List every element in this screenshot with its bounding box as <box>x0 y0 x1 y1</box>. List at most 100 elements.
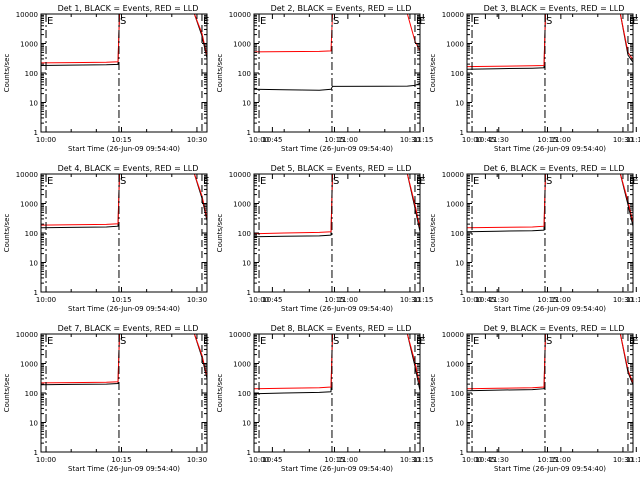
events-line <box>254 82 420 91</box>
events-line <box>467 174 633 233</box>
y-tick-label: 10 <box>242 100 251 108</box>
y-tick-label: 1 <box>247 289 251 297</box>
y-axis-label: Counts/sec <box>216 214 224 253</box>
x-tick-label: 11:15 <box>413 136 433 144</box>
x-tick-label: 10:00 <box>36 296 56 304</box>
y-tick-label: 1000 <box>20 201 38 209</box>
panel-det-7: Det 7, BLACK = Events, RED = LLD E S E E 1 10 1… <box>3 324 509 473</box>
plot-frame <box>40 173 208 293</box>
plot-frame <box>466 173 634 293</box>
x-axis-label: Start Time (26-Jun-09 09:54:40) <box>281 305 393 313</box>
marker-label: E <box>416 336 422 347</box>
x-tick-label: 11:00 <box>551 296 571 304</box>
x-tick-label: 11:15 <box>413 456 433 464</box>
y-tick-label: 10000 <box>229 331 251 339</box>
panel-title: Det 4, BLACK = Events, RED = LLD <box>58 164 199 173</box>
series-group <box>467 14 633 132</box>
x-tick-label: 10:30 <box>187 296 207 304</box>
y-tick-label: 1 <box>34 289 38 297</box>
y-tick-label: 10000 <box>442 171 464 179</box>
y-axis-label: Counts/sec <box>429 214 437 253</box>
x-axis-label: Start Time (26-Jun-09 09:54:40) <box>494 465 606 473</box>
events-line <box>254 174 420 238</box>
y-tick-label: 10 <box>242 420 251 428</box>
x-axis-label: Start Time (26-Jun-09 09:54:40) <box>68 305 180 313</box>
y-tick-label: 100 <box>451 70 464 78</box>
marker-label: E <box>629 336 635 347</box>
y-tick-label: 1000 <box>233 201 251 209</box>
events-line <box>41 174 207 229</box>
marker-label: S <box>546 16 552 27</box>
series-group <box>254 174 420 292</box>
y-tick-label: 1 <box>460 129 464 137</box>
panel-det-6: Det 6, BLACK = Events, RED = LLDESEE1101… <box>429 164 635 313</box>
y-tick-label: 1 <box>460 289 464 297</box>
x-tick-label: 10:30 <box>187 456 207 464</box>
lld-line <box>254 334 420 390</box>
y-tick-label: 10000 <box>229 171 251 179</box>
marker-label: E <box>419 176 425 187</box>
x-tick-label: 10:15 <box>324 296 344 304</box>
y-axis-label: Counts/sec <box>3 54 11 93</box>
marker-label: S <box>120 336 126 347</box>
x-tick-label: 10:30 <box>613 136 633 144</box>
y-tick-label: 10000 <box>229 11 251 19</box>
x-tick-label: 11:30 <box>489 456 509 464</box>
y-tick-label: 10 <box>242 260 251 268</box>
marker-label: E <box>260 16 266 27</box>
panel-title: Det 5, BLACK = Events, RED = LLD <box>271 164 412 173</box>
panel-title: Det 1, BLACK = Events, RED = LLD <box>58 4 199 13</box>
x-tick-label: 11:15 <box>413 296 433 304</box>
marker-label: E <box>629 176 635 187</box>
marker-label: E <box>203 336 209 347</box>
marker-label: E <box>473 16 479 27</box>
x-tick-label: 11:30 <box>489 296 509 304</box>
y-tick-label: 100 <box>451 230 464 238</box>
marker-label: E <box>203 16 209 27</box>
x-tick-label: 10:30 <box>400 136 420 144</box>
x-tick-label: 11:15 <box>626 456 640 464</box>
lld-line <box>41 14 207 64</box>
y-tick-label: 100 <box>238 230 251 238</box>
x-tick-label: 10:30 <box>187 136 207 144</box>
y-axis-label: Counts/sec <box>429 374 437 413</box>
x-axis-label: Start Time (26-Jun-09 09:54:40) <box>281 465 393 473</box>
y-tick-label: 1000 <box>20 361 38 369</box>
y-tick-label: 100 <box>25 390 38 398</box>
y-tick-label: 1000 <box>446 201 464 209</box>
lld-line <box>254 174 420 235</box>
y-tick-label: 1 <box>247 449 251 457</box>
x-tick-label: 10:15 <box>324 456 344 464</box>
series-group <box>41 334 207 452</box>
lld-line <box>254 14 420 53</box>
x-tick-label: 10:45 <box>262 136 282 144</box>
y-tick-label: 10000 <box>16 331 38 339</box>
y-axis-label: Counts/sec <box>216 374 224 413</box>
marker-label: S <box>120 176 126 187</box>
x-axis-label: Start Time (26-Jun-09 09:54:40) <box>494 145 606 153</box>
marker-label: E <box>416 16 422 27</box>
x-axis-label: Start Time (26-Jun-09 09:54:40) <box>68 465 180 473</box>
x-tick-label: 10:30 <box>400 296 420 304</box>
y-tick-label: 100 <box>238 70 251 78</box>
x-tick-label: 11:30 <box>489 136 509 144</box>
y-tick-label: 1 <box>34 129 38 137</box>
y-tick-label: 1 <box>34 449 38 457</box>
panel-det-2: Det 2, BLACK = Events, RED = LLD E S E E 1 10 1… <box>216 4 640 153</box>
x-tick-label: 10:15 <box>111 136 131 144</box>
y-tick-label: 1000 <box>233 361 251 369</box>
x-tick-label: 10:15 <box>324 136 344 144</box>
x-tick-label: 10:15 <box>111 296 131 304</box>
x-tick-label: 11:00 <box>338 136 358 144</box>
x-tick-label: 10:15 <box>537 456 557 464</box>
marker-label: E <box>632 16 638 27</box>
marker-label: E <box>47 176 53 187</box>
marker-label: S <box>333 16 339 27</box>
panel-det-4: Det 4, BLACK = Events, RED = LLD E S E E 1 10 1… <box>3 164 509 313</box>
x-tick-label: 10:00 <box>249 296 269 304</box>
y-tick-label: 100 <box>238 390 251 398</box>
x-tick-label: 10:00 <box>36 456 56 464</box>
panel-det-1: Det 1, BLACK = Events, RED = LLD E S E E 1 10 1… <box>3 4 509 153</box>
marker-label: E <box>416 176 422 187</box>
